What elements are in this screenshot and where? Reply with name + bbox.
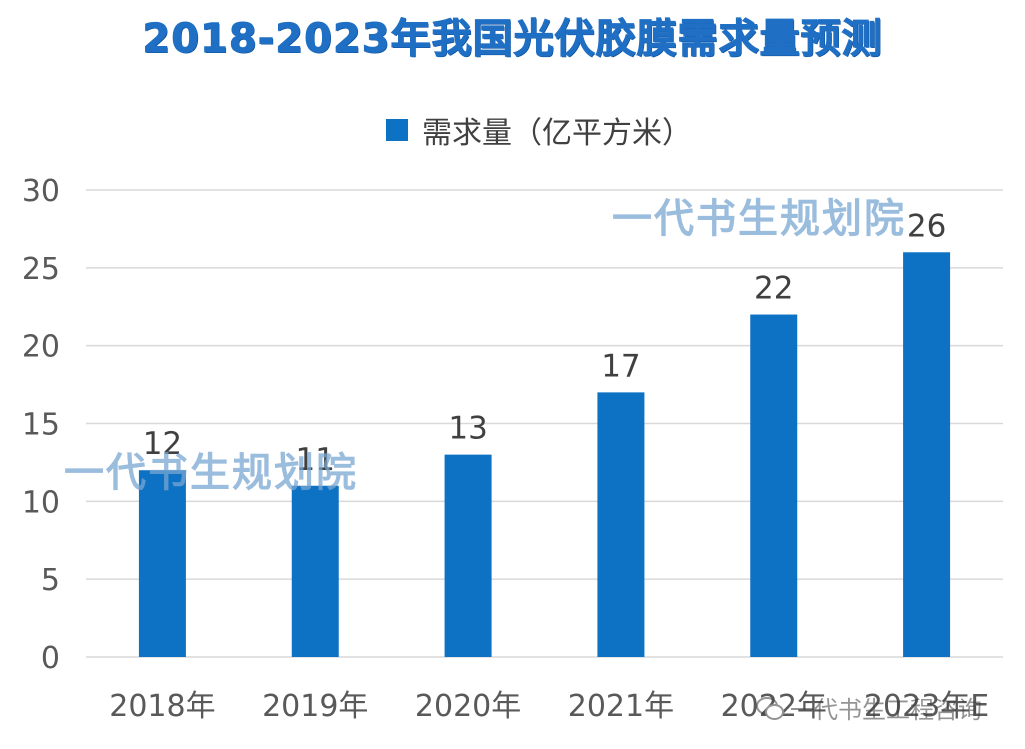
y-tick-label: 5 — [41, 563, 60, 598]
data-label: 17 — [601, 348, 640, 384]
x-tick-label: 2021年 — [568, 689, 674, 724]
y-tick-label: 30 — [22, 174, 60, 209]
y-tick-label: 25 — [22, 252, 60, 287]
bar — [138, 470, 186, 657]
watermark-left: 一代书生规划院 — [64, 450, 358, 496]
data-label: 26 — [907, 208, 946, 244]
chart-title: 2018-2023年我国光伏胶膜需求量预测 — [142, 16, 883, 63]
legend-label: 需求量（亿平方米） — [422, 116, 692, 151]
data-label: 11 — [296, 442, 335, 478]
bar — [291, 485, 339, 657]
x-tick-label: 2023年E — [864, 689, 989, 724]
data-label: 22 — [754, 271, 793, 307]
legend-swatch — [386, 119, 408, 141]
wechat-icon — [756, 696, 784, 720]
bar — [444, 454, 492, 657]
corner-brand: 一代书生工程咨询 — [756, 690, 982, 725]
x-tick-label: 2020年 — [415, 689, 521, 724]
y-tick-label: 15 — [22, 408, 60, 443]
watermark-top: 一代书生规划院 — [612, 196, 906, 242]
y-tick-label: 0 — [41, 641, 60, 676]
chart-legend: 需求量（亿平方米） — [386, 108, 692, 152]
bar — [597, 392, 645, 657]
y-tick-label: 10 — [22, 485, 60, 520]
corner-brand-label: 一代书生工程咨询 — [790, 696, 982, 724]
bar — [903, 252, 951, 657]
data-label: 13 — [448, 411, 487, 447]
x-tick-label: 2018年 — [109, 689, 215, 724]
x-tick-label: 2019年 — [262, 689, 368, 724]
data-label: 12 — [143, 426, 182, 462]
bar — [750, 314, 798, 657]
y-tick-label: 20 — [22, 330, 60, 365]
